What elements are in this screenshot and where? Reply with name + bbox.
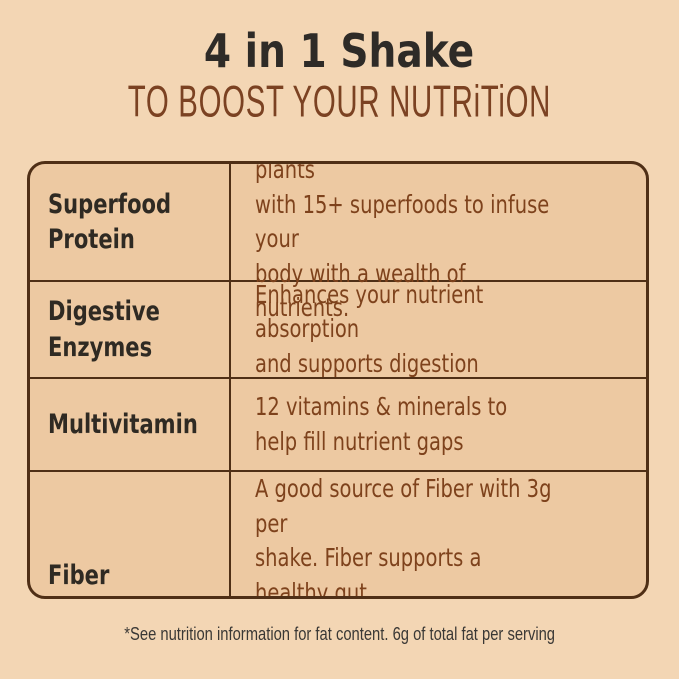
- page-title-text: 4 in 1 Shake: [204, 24, 475, 78]
- row-description: A good source of Fiber with 3g per shake…: [255, 474, 552, 599]
- page-subtitle-text: TO BOOST YOUR NUTRiTiON: [127, 76, 552, 126]
- table-row-superfood-protein-description: 20g protein from 5 organic plants with 1…: [231, 164, 646, 322]
- table-row-multivitamin-description: 12 vitamins & minerals to help fill nutr…: [231, 379, 646, 472]
- footnote-text: *See nutrition information for fat conte…: [124, 624, 555, 644]
- header: 4 in 1 Shake TO BOOST YOUR NUTRiTiON: [0, 0, 679, 123]
- table-row-digestive-enzymes-label: Digestive Enzymes: [30, 282, 231, 379]
- table-row-multivitamin-label: Multivitamin: [30, 379, 231, 472]
- row-label: Fiber: [48, 559, 110, 591]
- row-label: Multivitamin: [48, 408, 198, 440]
- row-label: Digestive Enzymes: [48, 296, 160, 363]
- table-row-digestive-enzymes-description: Enhances your nutrient absorption and su…: [231, 280, 646, 379]
- row-description: Enhances your nutrient absorption and su…: [255, 279, 484, 378]
- page-title: 4 in 1 Shake: [0, 26, 679, 77]
- table-row-fiber-description: A good source of Fiber with 3g per shake…: [231, 472, 646, 599]
- row-description: 12 vitamins & minerals to help fill nutr…: [255, 392, 508, 456]
- footnote: *See nutrition information for fat conte…: [0, 624, 679, 645]
- table-row-fiber-label: Fiber: [30, 472, 231, 596]
- page-subtitle: TO BOOST YOUR NUTRiTiON: [0, 76, 679, 126]
- row-label: Superfood Protein: [48, 188, 172, 255]
- row-description: 20g protein from 5 organic plants with 1…: [255, 161, 550, 322]
- table-row-superfood-protein-label: Superfood Protein: [30, 164, 231, 282]
- nutrition-table: Superfood Protein 20g protein from 5 org…: [27, 161, 649, 599]
